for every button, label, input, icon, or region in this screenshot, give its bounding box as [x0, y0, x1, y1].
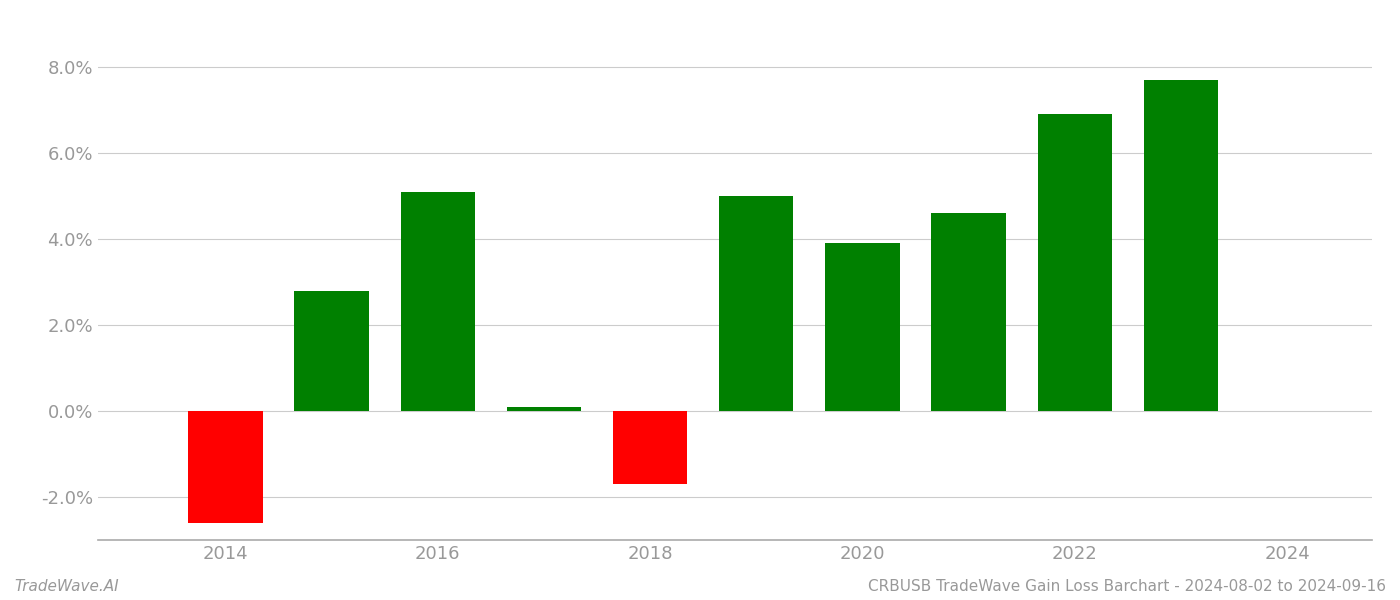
Bar: [400, 192, 475, 411]
Bar: [188, 411, 263, 523]
Bar: [613, 411, 687, 484]
Text: TradeWave.AI: TradeWave.AI: [14, 579, 119, 594]
Bar: [720, 196, 794, 411]
Text: CRBUSB TradeWave Gain Loss Barchart - 2024-08-02 to 2024-09-16: CRBUSB TradeWave Gain Loss Barchart - 20…: [868, 579, 1386, 594]
Bar: [825, 244, 900, 411]
Bar: [931, 213, 1005, 411]
Bar: [507, 407, 581, 411]
Bar: [1037, 114, 1112, 411]
Bar: [1144, 80, 1218, 411]
Bar: [294, 290, 368, 411]
